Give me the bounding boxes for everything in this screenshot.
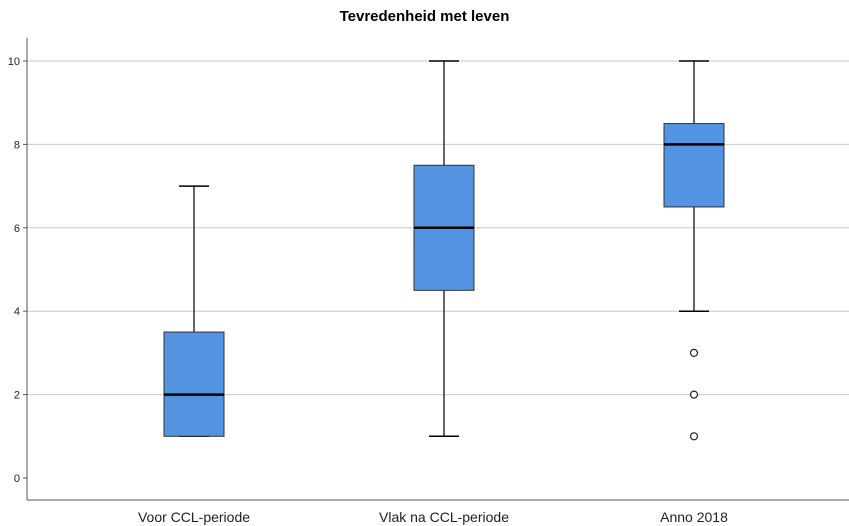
- y-tick-label: 10: [8, 56, 20, 68]
- box: [163, 331, 225, 437]
- x-category-label: Voor CCL-periode: [138, 509, 250, 525]
- outlier-point: [689, 432, 699, 441]
- outlier-point: [689, 348, 699, 357]
- y-tick-label: 6: [14, 223, 20, 235]
- chart-title: Tevredenheid met leven: [339, 8, 510, 25]
- y-tick-label: 4: [14, 306, 20, 318]
- y-tick-label: 8: [14, 139, 20, 151]
- outlier-point: [689, 390, 699, 399]
- x-category-label: Vlak na CCL-periode: [379, 509, 509, 525]
- y-tick-label: 0: [14, 473, 20, 485]
- y-tick-label: 2: [14, 390, 20, 402]
- box: [663, 123, 725, 208]
- x-category-label: Anno 2018: [660, 509, 728, 525]
